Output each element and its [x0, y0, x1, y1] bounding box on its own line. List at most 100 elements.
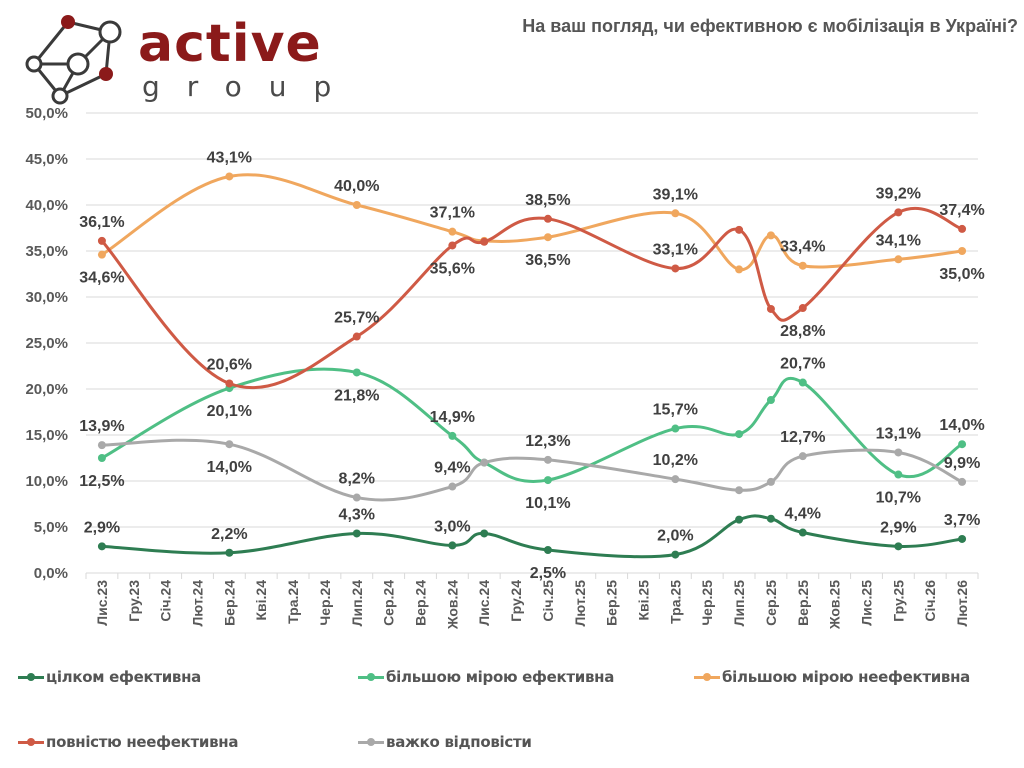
data-label: 34,1%: [876, 232, 921, 249]
data-point: [352, 332, 361, 341]
x-tick-label: Сер.24: [381, 580, 397, 626]
data-point: [480, 237, 489, 246]
data-point: [225, 172, 234, 181]
logo-word-active: active: [138, 14, 322, 74]
data-point: [735, 486, 744, 495]
data-labels: 2,9% 2,2% 4,3% 3,0% 2,5% 2,0% 4,4% 2,9% 3,7% 12,5…: [79, 149, 985, 582]
data-point: [225, 548, 234, 557]
y-tick-label: 15,0%: [25, 427, 68, 444]
data-label: 37,1%: [430, 205, 475, 222]
data-label: 10,1%: [525, 495, 570, 512]
data-label: 37,4%: [939, 202, 984, 219]
data-point: [766, 304, 775, 313]
data-point: [671, 550, 680, 559]
legend-marker-icon: [18, 737, 44, 746]
x-tick-label: Січ.26: [922, 580, 938, 622]
y-tick-label: 50,0%: [25, 105, 68, 122]
data-label: 2,9%: [880, 519, 916, 536]
data-point: [543, 233, 552, 242]
x-tick-label: Бер.24: [221, 580, 237, 626]
legend-label: важко відповісти: [386, 733, 532, 751]
data-label: 39,2%: [876, 185, 921, 202]
data-point: [97, 250, 106, 259]
legend-label: більшою мірою неефективна: [722, 668, 971, 686]
x-tick-label: Лют.26: [954, 580, 970, 627]
data-point: [480, 458, 489, 467]
x-tick-label: Чер.25: [699, 580, 715, 626]
y-tick-label: 20,0%: [25, 381, 68, 398]
data-point: [958, 440, 967, 449]
x-tick-label: Сер.25: [763, 580, 779, 626]
data-label: 14,0%: [939, 417, 984, 434]
data-point: [480, 529, 489, 538]
data-point: [352, 529, 361, 538]
data-label: 12,7%: [780, 429, 825, 446]
data-label: 35,0%: [939, 266, 984, 283]
y-tick-label: 5,0%: [34, 519, 68, 536]
y-tick-label: 35,0%: [25, 243, 68, 260]
x-tick-label: Чер.24: [317, 580, 333, 626]
data-point: [448, 241, 457, 250]
legend-marker-icon: [358, 672, 384, 681]
data-point: [766, 231, 775, 240]
data-label: 9,4%: [434, 460, 470, 477]
data-label: 20,1%: [207, 403, 252, 420]
data-label: 15,7%: [653, 402, 698, 419]
legend-label: цілком ефективна: [46, 668, 202, 686]
data-point: [352, 368, 361, 377]
data-point: [97, 542, 106, 551]
data-label: 2,5%: [530, 565, 566, 582]
data-point: [735, 430, 744, 439]
data-point: [798, 261, 807, 270]
data-point: [894, 255, 903, 264]
data-point: [766, 514, 775, 523]
data-label: 8,2%: [339, 471, 375, 488]
data-point: [798, 528, 807, 537]
data-point: [543, 546, 552, 554]
y-tick-label: 45,0%: [25, 151, 68, 168]
data-point: [97, 454, 106, 462]
y-axis: 0,0% 5,0% 10,0% 15,0% 20,0% 25,0% 30,0% 35,0% 40…: [25, 105, 68, 582]
legend-item: більшою мірою неефективна: [694, 668, 970, 686]
x-tick-label: Гру.25: [890, 580, 906, 622]
x-tick-label: Кві.25: [636, 580, 652, 621]
data-point: [894, 542, 903, 551]
legend-item: більшою мірою ефективна: [358, 668, 614, 686]
logo: active group: [20, 12, 331, 107]
y-tick-label: 0,0%: [34, 565, 68, 582]
x-tick-label: Січ.25: [540, 580, 556, 622]
data-point: [448, 227, 457, 236]
data-label: 4,4%: [785, 506, 821, 523]
data-point: [958, 477, 967, 486]
legend-marker-icon: [694, 672, 720, 681]
data-label: 2,2%: [211, 526, 247, 543]
y-tick-label: 10,0%: [25, 473, 68, 490]
data-point: [735, 515, 744, 524]
data-point: [352, 493, 361, 502]
data-label: 10,2%: [653, 452, 698, 469]
legend-label: повністю неефективна: [46, 733, 239, 751]
data-label: 13,1%: [876, 425, 921, 442]
x-tick-label: Вер.25: [795, 580, 811, 626]
series-line: [101, 367, 963, 483]
data-point: [671, 424, 680, 433]
data-point: [766, 477, 775, 486]
data-label: 43,1%: [207, 149, 252, 166]
data-point: [958, 224, 967, 233]
data-point: [448, 482, 457, 491]
data-label: 20,6%: [207, 356, 252, 373]
data-point: [543, 476, 552, 485]
data-label: 13,9%: [79, 418, 124, 435]
data-point: [798, 378, 807, 387]
data-point: [352, 201, 361, 209]
data-label: 20,7%: [780, 356, 825, 373]
data-point: [894, 448, 903, 457]
data-label: 3,0%: [434, 518, 470, 535]
x-tick-label: Лют.24: [190, 580, 206, 627]
x-tick-label: Гру.23: [126, 580, 142, 622]
data-label: 12,3%: [525, 433, 570, 450]
y-tick-label: 30,0%: [25, 289, 68, 306]
x-axis: Лис.23 Гру.23 Січ.24 Лют.24 Бер.24 Кві.24 Тра.…: [85, 573, 979, 630]
data-point: [448, 431, 457, 440]
line-chart: 0,0% 5,0% 10,0% 15,0% 20,0% 25,0% 30,0% 35,0% 40…: [25, 105, 985, 630]
